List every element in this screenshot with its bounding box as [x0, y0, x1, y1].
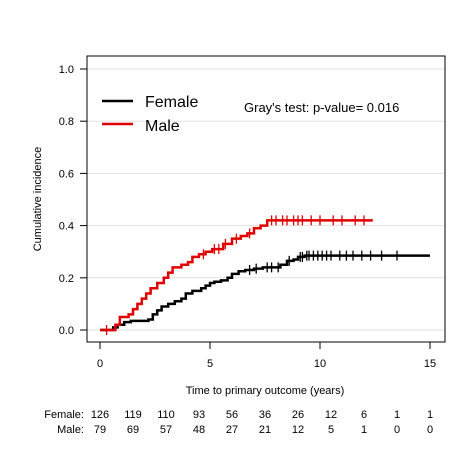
y-tick-label: 0.6: [59, 168, 74, 180]
risk-count: 93: [193, 409, 205, 421]
y-tick-label: 0.8: [59, 116, 74, 128]
risk-count: 5: [328, 424, 334, 436]
y-tick-label: 0.4: [59, 221, 74, 233]
series-line-male: [100, 219, 373, 332]
risk-count: 48: [193, 424, 205, 436]
risk-count: 0: [394, 424, 400, 436]
risk-count: 12: [325, 409, 337, 421]
y-tick-label: 0.0: [59, 325, 74, 337]
series-line-female: [100, 254, 430, 332]
risk-count: 126: [91, 409, 109, 421]
risk-count: 36: [259, 409, 271, 421]
risk-count: 69: [127, 424, 139, 436]
risk-table: Female: Male: 126 119 110 93 56 36 26 12 6 1 179 69…: [44, 409, 433, 436]
x-tick-label: 5: [207, 358, 213, 370]
risk-count: 119: [124, 409, 142, 421]
x-axis-label: Time to primary outcome (years): [186, 385, 345, 397]
y-axis-label: Cumulative incidence: [32, 147, 44, 252]
risk-count: 26: [292, 409, 304, 421]
x-tick-label: 10: [314, 358, 326, 370]
risk-count: 56: [226, 409, 238, 421]
censor-marks: [105, 215, 398, 335]
risk-count: 110: [157, 409, 175, 421]
risk-count: 0: [427, 424, 433, 436]
grays-test-annotation: Gray's test: p-value= 0.016: [244, 100, 399, 115]
y-tick-label: 1.0: [59, 64, 74, 76]
legend-label-male: Male: [145, 118, 180, 135]
risk-label-male: Male:: [57, 424, 84, 436]
risk-count: 79: [94, 424, 106, 436]
risk-count: 57: [160, 424, 172, 436]
risk-count: 1: [361, 424, 367, 436]
legend: Female Male: [102, 94, 198, 135]
risk-count: 27: [226, 424, 238, 436]
risk-count: 12: [292, 424, 304, 436]
x-tick-label: 15: [424, 358, 436, 370]
risk-count: 1: [427, 409, 433, 421]
y-tick-label: 0.2: [59, 273, 74, 285]
risk-count: 21: [259, 424, 271, 436]
x-tick-label: 0: [97, 358, 103, 370]
risk-count: 6: [361, 409, 367, 421]
legend-label-female: Female: [145, 94, 198, 111]
axes: 0.0 0.2 0.4 0.6 0.8 1.0 0 5 10 15: [59, 64, 436, 370]
series-lines: [100, 219, 430, 332]
risk-count: 1: [394, 409, 400, 421]
risk-label-female: Female:: [44, 409, 84, 421]
